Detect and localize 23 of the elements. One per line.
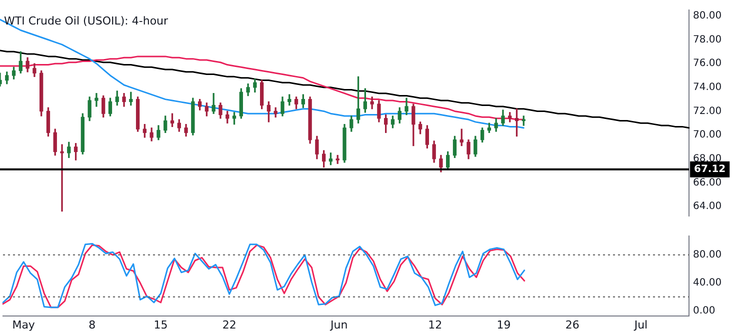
y-tick-label: 74.00 — [693, 82, 722, 93]
y-tick-label: 64.00 — [693, 201, 722, 212]
x-tick-label: 12 — [428, 318, 442, 332]
x-tick-label: 22 — [222, 318, 236, 332]
ref-line-label: 67.12 — [694, 164, 726, 175]
y-tick-label: 68.00 — [693, 153, 722, 164]
y-tick-label: 80.00 — [693, 249, 722, 260]
x-tick-label: 26 — [565, 318, 580, 332]
x-tick-label: Jul — [633, 318, 648, 332]
y-tick-label: 78.00 — [693, 34, 722, 46]
x-tick-label: Jun — [330, 318, 348, 332]
y-tick-label: 70.00 — [693, 130, 722, 141]
x-tick-label: 15 — [154, 318, 168, 332]
y-tick-label: 76.00 — [693, 58, 722, 70]
y-tick-label: 0.00 — [693, 305, 716, 316]
x-tick-label: May — [12, 318, 36, 332]
y-tick-label: 80.00 — [693, 10, 722, 22]
x-tick-label: 19 — [496, 318, 511, 332]
y-tick-label: 40.00 — [693, 277, 722, 288]
y-tick-label: 72.00 — [693, 106, 722, 117]
text: WTI Crude Oil (USOIL): 4-hour — [4, 14, 169, 28]
y-tick-label: 66.00 — [693, 177, 722, 188]
x-tick-label: 8 — [88, 318, 96, 332]
